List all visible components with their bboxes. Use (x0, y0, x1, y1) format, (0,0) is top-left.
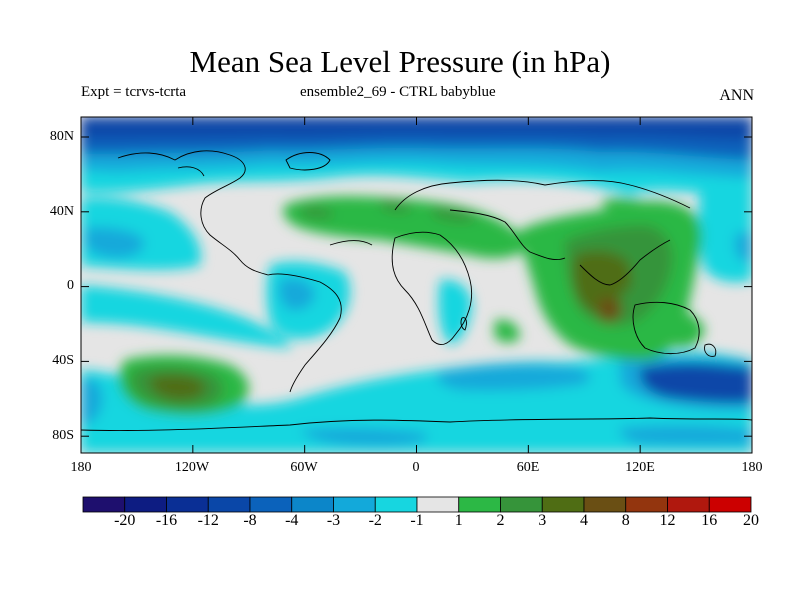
lon-label-180w: 180 (70, 460, 92, 475)
colorbar-label: -1 (410, 512, 424, 529)
lon-label-180e: 180 (741, 460, 763, 475)
colorbar-swatch (374, 496, 418, 513)
colorbar-swatch (583, 496, 627, 513)
latitude-ticks (81, 136, 752, 437)
colorbar-swatch (667, 496, 710, 513)
colorbar-swatch (333, 496, 376, 513)
pressure-field (81, 117, 752, 453)
lat-label-0: 0 (67, 278, 74, 293)
colorbar-swatch (458, 496, 501, 513)
colorbar-swatch (291, 496, 334, 513)
colorbar (82, 496, 752, 513)
lon-label-120w: 120W (174, 460, 210, 475)
map-title: Mean Sea Level Pressure (in hPa) (189, 44, 611, 79)
colorbar-label: 8 (621, 512, 630, 529)
ensemble-label: ensemble2_69 - CTRL babyblue (300, 84, 496, 100)
colorbar-label: 20 (743, 512, 759, 529)
colorbar-label: 1 (454, 512, 463, 529)
season-label: ANN (719, 87, 754, 104)
colorbar-swatch (124, 496, 167, 513)
colorbar-label: 12 (659, 512, 676, 529)
lat-label-80s: 80S (52, 428, 74, 443)
colorbar-swatch (541, 496, 585, 513)
colorbar-swatch (625, 496, 668, 513)
experiment-label: Expt = tcrvs-tcrta (81, 84, 187, 100)
lat-label-40n: 40N (49, 204, 74, 219)
colorbar-label: -3 (326, 512, 341, 529)
colorbar-label: 2 (496, 512, 505, 529)
coastlines (81, 150, 752, 431)
lat-label-40s: 40S (52, 353, 74, 368)
longitude-ticks (80, 117, 753, 453)
colorbar-label: -8 (243, 512, 257, 529)
colorbar-label: 16 (701, 512, 718, 529)
colorbar-swatch (416, 496, 460, 513)
colorbar-label: -2 (368, 512, 382, 529)
colorbar-swatch (82, 496, 126, 513)
lon-label-60e: 60E (516, 460, 540, 475)
colorbar-label: -20 (114, 512, 136, 529)
colorbar-swatch (500, 496, 543, 513)
colorbar-swatch (708, 496, 752, 513)
colorbar-swatch (249, 496, 293, 513)
lat-label-80n: 80N (49, 129, 74, 144)
colorbar-label: 3 (538, 512, 547, 529)
lon-label-120e: 120E (625, 460, 655, 475)
lon-label-60w: 60W (290, 460, 318, 475)
colorbar-swatch (166, 496, 209, 513)
colorbar-label: -4 (285, 512, 299, 529)
lon-label-0: 0 (412, 460, 420, 475)
colorbar-swatch (207, 496, 251, 513)
colorbar-label: -16 (155, 512, 178, 529)
colorbar-label: 4 (580, 512, 588, 529)
colorbar-label: -12 (197, 512, 219, 529)
